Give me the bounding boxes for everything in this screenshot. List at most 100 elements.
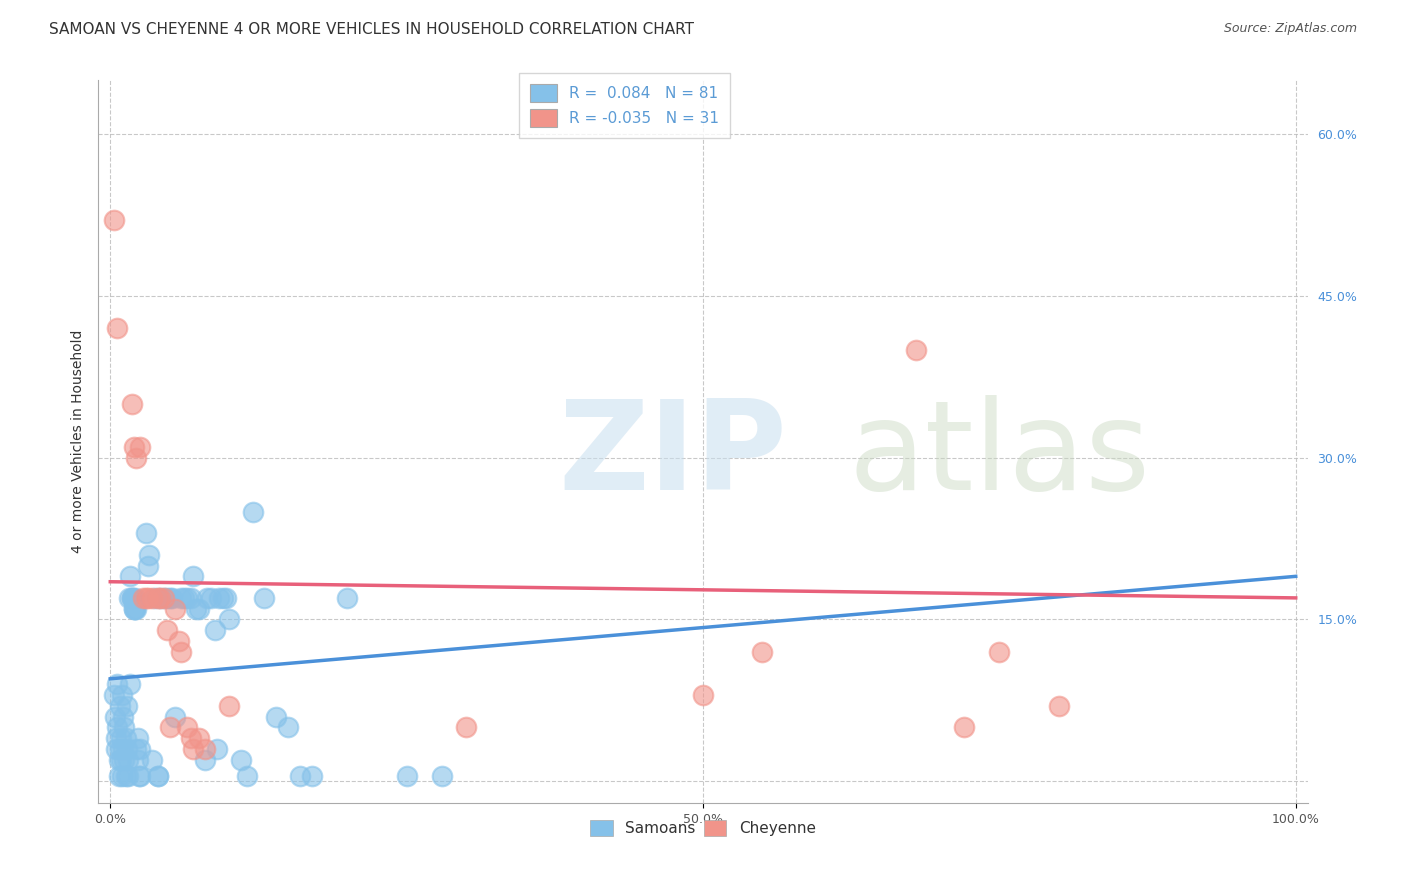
Point <box>120 569 142 583</box>
Point <box>136 558 159 573</box>
Point <box>152 591 174 605</box>
Point <box>125 742 148 756</box>
Point <box>111 769 134 783</box>
Point <box>125 601 148 615</box>
Point <box>105 731 128 745</box>
Point <box>135 591 157 605</box>
Point <box>122 601 145 615</box>
Point <box>188 731 211 745</box>
Text: Source: ZipAtlas.com: Source: ZipAtlas.com <box>1223 22 1357 36</box>
Point <box>135 526 157 541</box>
Point <box>165 709 187 723</box>
Point <box>218 698 240 713</box>
Point <box>159 591 181 605</box>
Point <box>103 213 125 227</box>
Point <box>111 688 134 702</box>
Y-axis label: 4 or more Vehicles in Household: 4 or more Vehicles in Household <box>70 330 84 553</box>
Point <box>149 591 172 605</box>
Point <box>136 591 159 605</box>
Point <box>104 709 127 723</box>
Point <box>127 731 149 745</box>
Point <box>180 591 202 605</box>
Point <box>129 769 152 783</box>
Point <box>114 720 136 734</box>
Point <box>277 720 299 734</box>
Point <box>141 753 163 767</box>
Point <box>212 591 235 605</box>
Point <box>204 624 226 638</box>
Point <box>129 742 152 756</box>
Point <box>167 634 190 648</box>
Point <box>454 720 477 734</box>
Point <box>188 601 211 615</box>
Point <box>121 591 143 605</box>
Point <box>128 769 150 783</box>
Point <box>751 645 773 659</box>
Point <box>112 709 135 723</box>
Point <box>988 645 1011 659</box>
Point <box>218 612 240 626</box>
Point <box>103 688 125 702</box>
Point <box>180 731 202 745</box>
Point <box>215 591 238 605</box>
Point <box>146 769 169 783</box>
Point <box>108 698 131 713</box>
Point <box>105 720 128 734</box>
Point <box>165 601 187 615</box>
Point <box>122 440 145 454</box>
Point <box>132 591 155 605</box>
Point <box>114 731 136 745</box>
Point <box>160 591 183 605</box>
Point <box>208 591 231 605</box>
Point <box>117 753 139 767</box>
Point <box>121 591 143 605</box>
Point <box>122 601 145 615</box>
Point <box>197 591 219 605</box>
Point <box>129 440 152 454</box>
Point <box>692 688 714 702</box>
Point <box>146 591 169 605</box>
Point <box>395 769 418 783</box>
Point <box>264 709 287 723</box>
Point <box>146 769 169 783</box>
Point <box>115 698 138 713</box>
Point <box>253 591 276 605</box>
Point <box>176 591 198 605</box>
Point <box>143 591 166 605</box>
Point <box>110 753 132 767</box>
Point <box>105 677 128 691</box>
Point <box>242 505 264 519</box>
Point <box>159 720 181 734</box>
Point <box>200 591 222 605</box>
Point <box>432 769 454 783</box>
Point <box>235 769 257 783</box>
Point <box>138 548 160 562</box>
Point <box>125 450 148 465</box>
Point <box>152 591 174 605</box>
Point <box>170 645 193 659</box>
Point <box>107 769 129 783</box>
Point <box>115 742 138 756</box>
Point <box>141 591 163 605</box>
Point <box>181 742 204 756</box>
Point <box>114 769 136 783</box>
Point <box>127 753 149 767</box>
Point <box>112 742 135 756</box>
Point <box>149 591 172 605</box>
Point <box>124 591 146 605</box>
Point <box>229 753 252 767</box>
Point <box>194 753 217 767</box>
Point <box>107 753 129 767</box>
Point <box>156 591 179 605</box>
Point <box>110 731 132 745</box>
Point <box>105 321 128 335</box>
Point <box>952 720 974 734</box>
Legend: Samoans, Cheyenne: Samoans, Cheyenne <box>585 814 821 842</box>
Point <box>288 769 311 783</box>
Point <box>120 677 142 691</box>
Point <box>173 591 195 605</box>
Point <box>905 343 928 357</box>
Point <box>176 720 198 734</box>
Point <box>124 601 146 615</box>
Point <box>301 769 323 783</box>
